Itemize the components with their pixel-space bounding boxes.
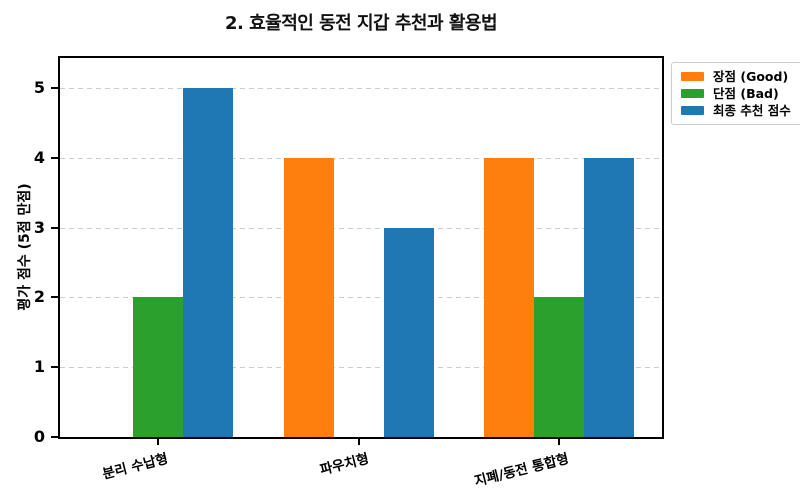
y-tick-label-2: 2 xyxy=(33,287,45,307)
legend-swatch-1 xyxy=(681,89,704,98)
y-tick-mark-0 xyxy=(51,436,58,438)
bar-series2-cat0 xyxy=(183,88,233,437)
x-tick-mark-2 xyxy=(558,439,560,445)
y-tick-mark-2 xyxy=(51,296,58,299)
legend-label-2: 최종 추천 점수 xyxy=(713,103,791,118)
gridline-y5 xyxy=(60,88,662,90)
x-tick-mark-1 xyxy=(357,439,360,445)
gridline-y2 xyxy=(60,297,662,300)
legend-label-0: 장점 (Good) xyxy=(713,69,789,84)
gridline-y3 xyxy=(60,227,662,230)
plot-area xyxy=(58,56,664,439)
y-tick-mark-3 xyxy=(51,226,58,229)
legend-swatch-2 xyxy=(681,106,704,115)
legend: 장점 (Good) 단점 (Bad) 최종 추천 점수 xyxy=(671,62,800,125)
bar-series0-cat1 xyxy=(283,157,334,437)
legend-label-1: 단점 (Bad) xyxy=(713,86,779,101)
bar-series1-cat2 xyxy=(534,297,584,437)
y-tick-mark-4 xyxy=(51,156,58,159)
legend-item-0: 장점 (Good) xyxy=(681,70,791,83)
legend-item-1: 단점 (Bad) xyxy=(681,87,791,100)
bar-series0-cat2 xyxy=(484,157,534,437)
x-tick-mark-0 xyxy=(157,439,159,445)
y-tick-label-5: 5 xyxy=(33,78,45,97)
gridline-y1 xyxy=(60,367,662,370)
y-tick-label-3: 3 xyxy=(33,217,45,237)
y-tick-label-0: 0 xyxy=(33,427,45,446)
bar-series2-cat2 xyxy=(584,157,634,437)
bar-series2-cat1 xyxy=(383,227,434,437)
x-tick-label-2: 지폐/동전 통합형 xyxy=(473,450,571,490)
x-tick-label-0: 분리 수납형 xyxy=(101,450,170,483)
bar-series1-cat0 xyxy=(133,297,183,437)
y-tick-mark-5 xyxy=(51,87,58,89)
x-tick-label-1: 파우치형 xyxy=(318,450,371,479)
y-tick-label-1: 1 xyxy=(33,357,45,377)
y-tick-label-4: 4 xyxy=(33,147,45,167)
y-tick-mark-1 xyxy=(51,366,58,369)
legend-item-2: 최종 추천 점수 xyxy=(681,104,791,117)
gridline-y4 xyxy=(60,157,662,160)
legend-swatch-0 xyxy=(681,72,704,81)
chart-title: 2. 효율적인 동전 지갑 추천과 활용법 xyxy=(224,13,498,34)
